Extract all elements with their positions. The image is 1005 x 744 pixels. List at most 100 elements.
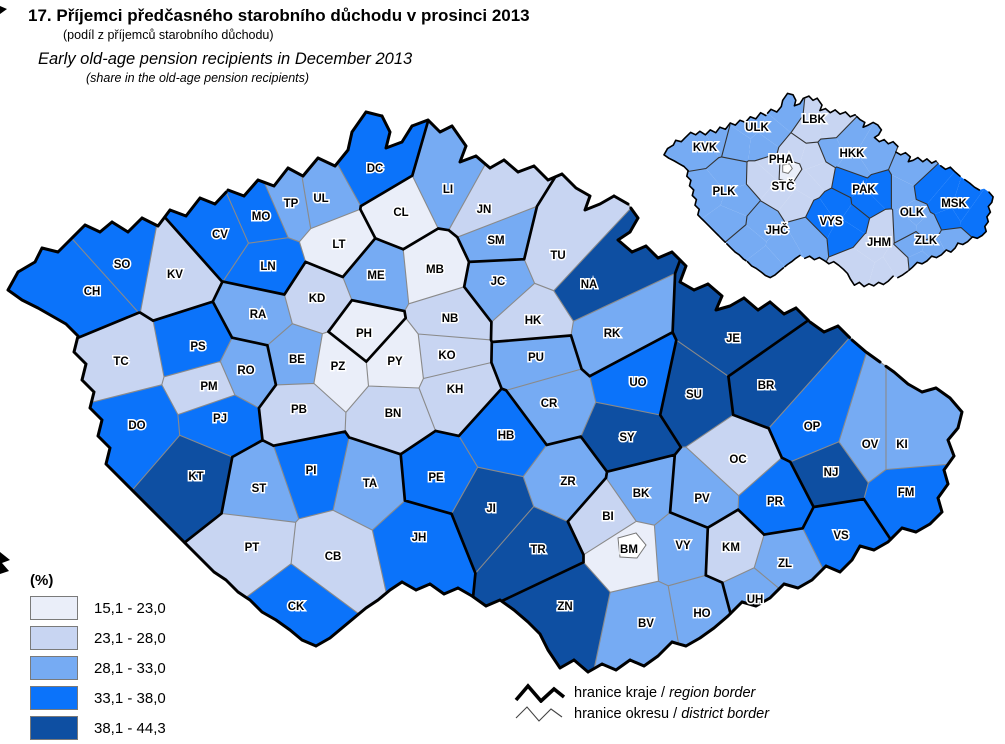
header: 17. Příjemci předčasného starobního důch… (28, 6, 530, 85)
region-OLK (891, 174, 917, 210)
district-OV (838, 352, 886, 483)
district-HB (458, 388, 547, 477)
legend-swatch-5 (30, 716, 78, 740)
region-JHČ (784, 217, 829, 262)
region-JHM (883, 244, 910, 278)
map-label-OC: OC (729, 454, 746, 466)
map-label-PB: PB (291, 404, 307, 416)
district-NJ (790, 441, 869, 507)
map-label-PH: PH (356, 328, 372, 340)
map-label-KM: KM (722, 542, 740, 554)
region-ULK (767, 93, 805, 133)
map-label-PY: PY (387, 356, 403, 368)
district-NA (553, 208, 681, 322)
district-NB (404, 286, 492, 340)
district-border-icon (515, 705, 563, 722)
map-label-RO: RO (237, 365, 254, 377)
map-label-UL: UL (313, 193, 328, 205)
region-PLK (720, 184, 761, 217)
map-label-KO: KO (438, 350, 455, 362)
map-label-MSK: MSK (941, 198, 967, 210)
title-czech: 17. Příjemci předčasného starobního důch… (28, 6, 530, 25)
region-STČ (799, 142, 826, 170)
district-CK (246, 563, 359, 646)
map-label-DO: DO (128, 420, 145, 432)
district-UH (722, 567, 780, 614)
map-label-JHČ: JHČ (765, 224, 788, 237)
map-label-JE: JE (726, 333, 740, 345)
edge-mark (0, 6, 7, 14)
map-label-LN: LN (260, 261, 275, 273)
district-RA (212, 281, 293, 346)
district-LI (412, 120, 486, 231)
region-PAK (831, 167, 868, 198)
district-PE (400, 430, 478, 514)
district-MB (403, 228, 469, 304)
map-label-ZL: ZL (778, 558, 792, 570)
legend-swatch-3 (30, 656, 78, 680)
district-HK (491, 283, 574, 342)
map-label-OLK: OLK (900, 207, 925, 219)
district-JN (448, 160, 556, 238)
region-HKK (856, 122, 898, 175)
title-english: Early old-age pension recipients in Dece… (38, 49, 413, 68)
legend-swatch-4 (30, 686, 78, 710)
district-JH (372, 500, 476, 597)
inset-map: KVK ULK LBK PHA STČ PLK HKK PAK VYS JHČ JHM OLK MSK Z… (663, 92, 994, 288)
region-KVK (705, 123, 730, 158)
district-BV (594, 581, 679, 670)
map-label-ZN: ZN (557, 601, 572, 613)
legend-title: (%) (30, 572, 54, 589)
map-label-TR: TR (530, 544, 546, 556)
map-label-HO: HO (693, 608, 710, 620)
district-HO (668, 575, 731, 646)
region-JHČ (765, 224, 805, 267)
district-PT (184, 513, 296, 598)
color-legend: (%) 15,1 - 23,0 23,1 - 28,0 28,1 - 33,0 33,… (30, 572, 166, 743)
region-border-row: hranice kraje / region border (514, 682, 769, 703)
district-PB (258, 383, 346, 446)
map-label-UH: UH (747, 594, 764, 606)
district-RK (571, 273, 676, 377)
map-label-SM: SM (487, 235, 504, 247)
district-TA (333, 437, 405, 531)
main-map: DC TP UL MO CV LT LN SO KV CH CL LI JN SM JC TU NA HK RK PU… (6, 110, 964, 674)
map-label-PAK: PAK (852, 184, 876, 196)
subtitle-english: (share in the old-age pension recipients… (86, 70, 310, 85)
region-HKK (817, 137, 845, 168)
map-label-ME: ME (367, 270, 385, 282)
district-KM (705, 509, 765, 583)
district-CL (360, 175, 439, 250)
district-KT (132, 435, 233, 543)
region-ZLK (937, 227, 972, 253)
region-VYS (841, 204, 870, 234)
district-PM (161, 361, 235, 415)
map-label-FM: FM (898, 487, 915, 499)
map-label-VY: VY (675, 540, 691, 552)
region-JHČ (745, 245, 785, 278)
region-border-label: hranice kraje / region border (574, 684, 756, 701)
brno-city-blob (617, 532, 647, 559)
map-label-SY: SY (619, 432, 635, 444)
map-label-PHA: PHA (769, 154, 793, 166)
map-label-NB: NB (442, 313, 459, 325)
legend-row: 38,1 - 44,3 (30, 713, 166, 743)
region-STČ (805, 161, 836, 192)
map-label-KVK: KVK (693, 142, 718, 154)
map-label-CK: CK (288, 601, 305, 613)
region-ULK (748, 132, 779, 161)
map-label-CR: CR (541, 398, 558, 410)
border-legend: hranice kraje / region border hranice ok… (514, 682, 769, 724)
district-BN (345, 386, 436, 455)
region-STČ (754, 153, 781, 181)
region-MSK (927, 171, 962, 215)
map-label-BV: BV (638, 618, 654, 630)
district-DC (337, 112, 429, 207)
district-ST (221, 440, 299, 523)
map-label-KD: KD (309, 293, 326, 305)
map-label-PM: PM (200, 381, 217, 393)
main-map-country-border (6, 110, 964, 674)
district-TC (74, 312, 164, 403)
map-label-JN: JN (477, 204, 492, 216)
